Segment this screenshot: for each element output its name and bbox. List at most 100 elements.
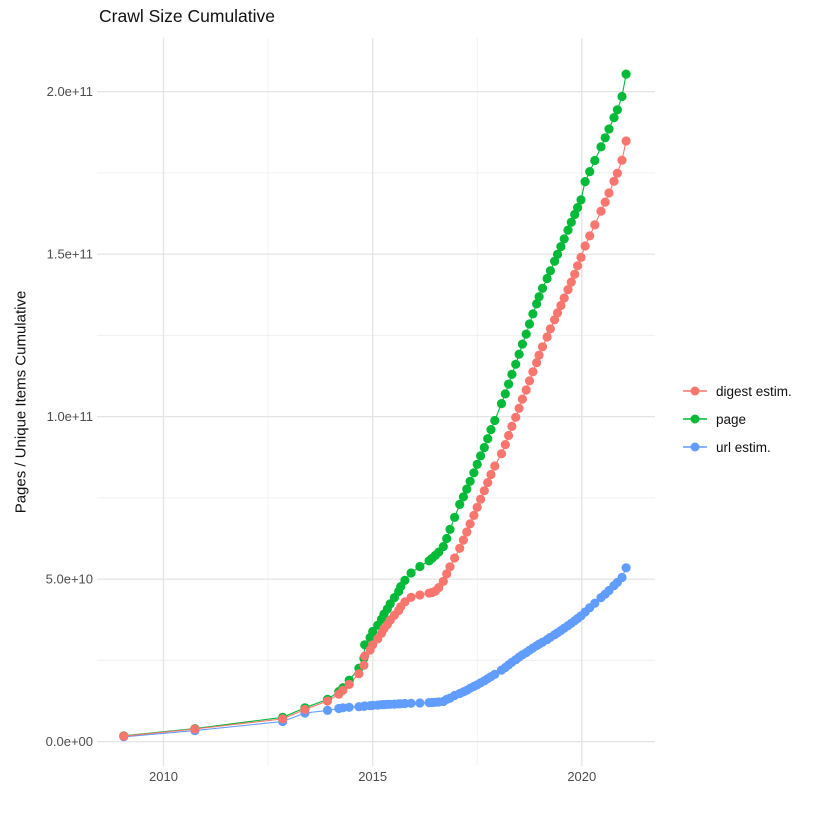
- data-point: [450, 512, 460, 523]
- y-tick-label: 1.5e+11: [47, 247, 93, 262]
- data-point: [559, 293, 569, 303]
- data-point: [496, 399, 507, 409]
- data-point: [500, 440, 510, 450]
- data-point: [528, 309, 538, 319]
- data-point: [344, 702, 354, 712]
- data-point: [415, 561, 425, 572]
- data-point: [514, 403, 524, 413]
- data-point: [604, 124, 614, 134]
- data-point: [190, 724, 200, 734]
- legend: digest estim. page url estim.: [682, 377, 792, 461]
- data-point: [517, 339, 528, 349]
- chart-title: Crawl Size Cumulative: [99, 6, 276, 26]
- data-point: [462, 484, 472, 494]
- data-point: [442, 533, 452, 544]
- data-point: [617, 155, 627, 165]
- data-point: [490, 669, 500, 680]
- data-point: [552, 308, 563, 318]
- data-point: [496, 449, 507, 459]
- data-point: [576, 195, 586, 205]
- legend-label: page: [716, 411, 747, 427]
- data-point: [556, 300, 566, 311]
- data-point: [465, 519, 475, 529]
- data-point: [585, 167, 595, 177]
- data-point: [406, 568, 416, 578]
- legend-item-url-estim: url estim.: [682, 433, 792, 461]
- y-tick-label: 1.0e+11: [47, 409, 93, 424]
- data-point: [483, 434, 493, 444]
- data-point: [609, 176, 619, 186]
- data-point: [462, 527, 472, 537]
- legend-item-page: page: [682, 405, 792, 433]
- data-point: [550, 315, 560, 325]
- data-point: [500, 389, 510, 399]
- data-point: [476, 494, 486, 504]
- data-point: [438, 542, 448, 552]
- data-point: [469, 510, 479, 520]
- data-point: [573, 261, 583, 271]
- data-point: [514, 349, 524, 359]
- data-point: [542, 273, 552, 284]
- legend-label: digest estim.: [716, 383, 792, 399]
- x-tick-label: 2015: [358, 769, 387, 784]
- data-point: [455, 543, 465, 553]
- data-point: [596, 206, 606, 216]
- data-point: [465, 476, 475, 486]
- data-point: [563, 285, 573, 295]
- data-point: [521, 385, 531, 395]
- data-point: [511, 412, 521, 422]
- data-point: [580, 241, 590, 251]
- data-point: [612, 168, 623, 178]
- data-point: [528, 367, 538, 377]
- data-point: [511, 359, 521, 369]
- data-point: [609, 113, 619, 123]
- legend-label: url estim.: [716, 439, 771, 455]
- data-point: [472, 502, 482, 512]
- data-point: [542, 332, 552, 342]
- legend-key-digest-icon: [683, 386, 707, 396]
- data-point: [442, 569, 452, 579]
- y-tick-label: 2.0e+11: [47, 84, 93, 99]
- data-point: [507, 421, 517, 431]
- data-point: [400, 575, 410, 586]
- data-point: [119, 731, 129, 741]
- data-point: [438, 576, 448, 587]
- data-point: [566, 277, 576, 287]
- series-line-url-estim-: [123, 567, 627, 738]
- data-point: [490, 461, 500, 471]
- data-point: [563, 225, 573, 235]
- x-tick-label: 2010: [149, 769, 178, 784]
- data-point: [537, 342, 548, 352]
- data-point: [479, 486, 489, 496]
- data-point: [534, 292, 544, 302]
- data-point: [458, 535, 468, 545]
- data-point: [504, 379, 514, 389]
- data-point: [359, 660, 369, 670]
- data-point: [406, 592, 416, 602]
- data-point: [617, 91, 627, 102]
- data-point: [552, 249, 563, 259]
- data-point: [524, 376, 535, 386]
- data-point: [570, 269, 580, 279]
- data-point: [545, 324, 556, 334]
- data-point: [532, 299, 542, 309]
- data-point: [517, 394, 528, 404]
- legend-key-url-icon: [683, 442, 707, 452]
- data-point: [322, 696, 333, 706]
- data-point: [486, 425, 496, 435]
- data-point: [278, 714, 288, 724]
- data-point: [573, 203, 583, 213]
- data-point: [604, 188, 614, 198]
- data-point: [612, 105, 623, 115]
- data-point: [450, 553, 460, 563]
- legend-item-digest-estim: digest estim.: [682, 377, 792, 405]
- data-point: [580, 177, 590, 187]
- data-point: [300, 704, 310, 715]
- data-point: [458, 492, 468, 502]
- data-point: [322, 705, 333, 716]
- data-point: [621, 563, 631, 573]
- data-point: [532, 358, 542, 368]
- data-point: [368, 626, 378, 637]
- data-point: [406, 698, 416, 708]
